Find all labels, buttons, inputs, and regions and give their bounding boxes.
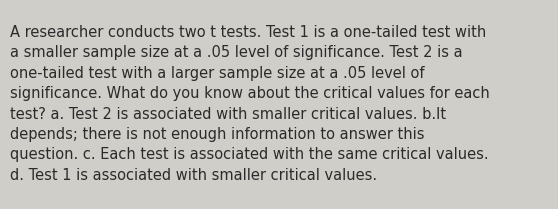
Text: A researcher conducts two t tests. Test 1 is a one-tailed test with
a smaller sa: A researcher conducts two t tests. Test … xyxy=(10,25,490,183)
